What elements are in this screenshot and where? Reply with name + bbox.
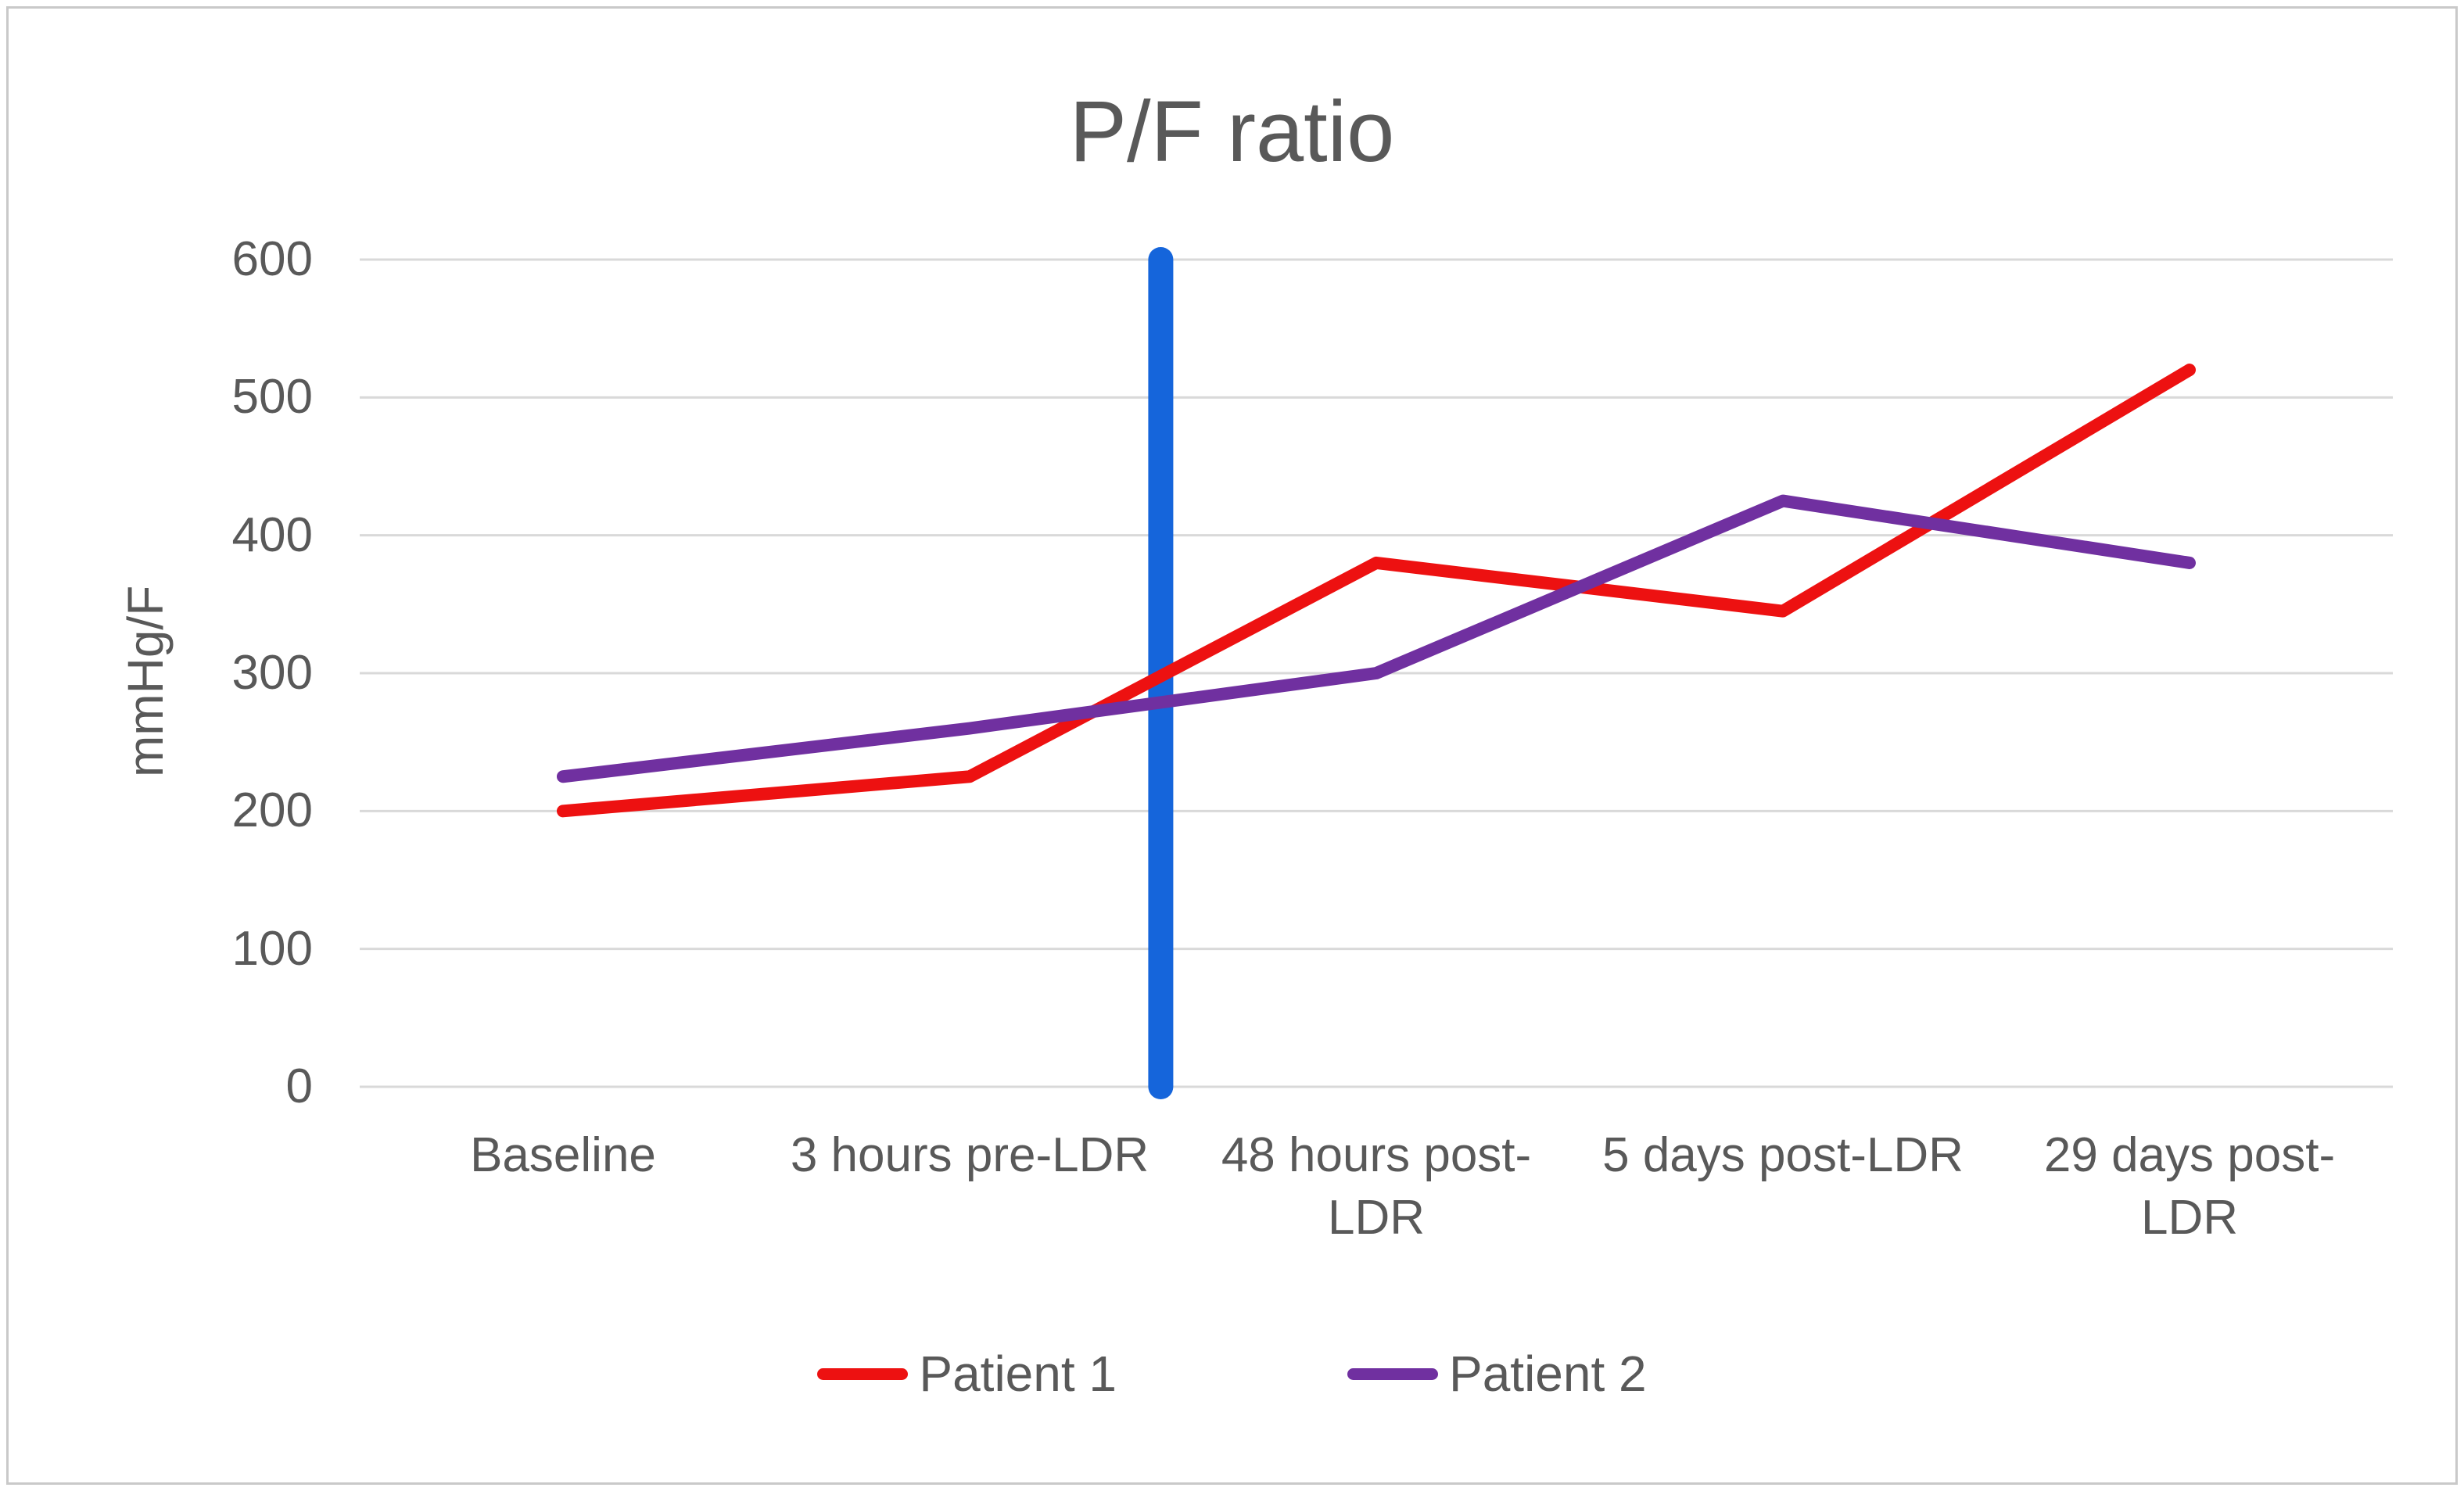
legend-line-swatch-icon <box>817 1367 909 1380</box>
y-tick-label-600: 600 <box>231 232 313 286</box>
y-tick-label-100: 100 <box>231 921 313 976</box>
legend-item-patient-2: Patient 2 <box>1347 1349 1647 1399</box>
series-line-patient-1 <box>557 364 2196 818</box>
y-tick-label-400: 400 <box>231 507 313 562</box>
y-tick-label-300: 300 <box>231 646 313 700</box>
chart-title: P/F ratio <box>1069 84 1395 180</box>
x-category-label-3: 5 days post-LDR <box>1602 1128 1964 1182</box>
legend: Patient 1 Patient 2 <box>0 1331 2464 1417</box>
chart-frame: P/F ratio mmHg/F <box>6 6 2458 1485</box>
y-tick-label-0: 0 <box>285 1059 313 1113</box>
legend-item-patient-1: Patient 1 <box>817 1349 1117 1399</box>
legend-line-swatch-icon <box>1347 1367 1438 1380</box>
series-line-patient-2 <box>557 494 2196 783</box>
y-tick-label-500: 500 <box>231 370 313 425</box>
legend-label: Patient 1 <box>919 1346 1117 1402</box>
x-category-label-2: 48 hours post- LDR <box>1221 1128 1532 1245</box>
y-tick-label-200: 200 <box>231 783 313 838</box>
x-category-label-0: Baseline <box>470 1128 656 1182</box>
x-category-label-4: 29 days post- LDR <box>2043 1128 2336 1245</box>
x-category-label-1: 3 hours pre-LDR <box>790 1128 1150 1182</box>
legend-label: Patient 2 <box>1449 1346 1647 1402</box>
